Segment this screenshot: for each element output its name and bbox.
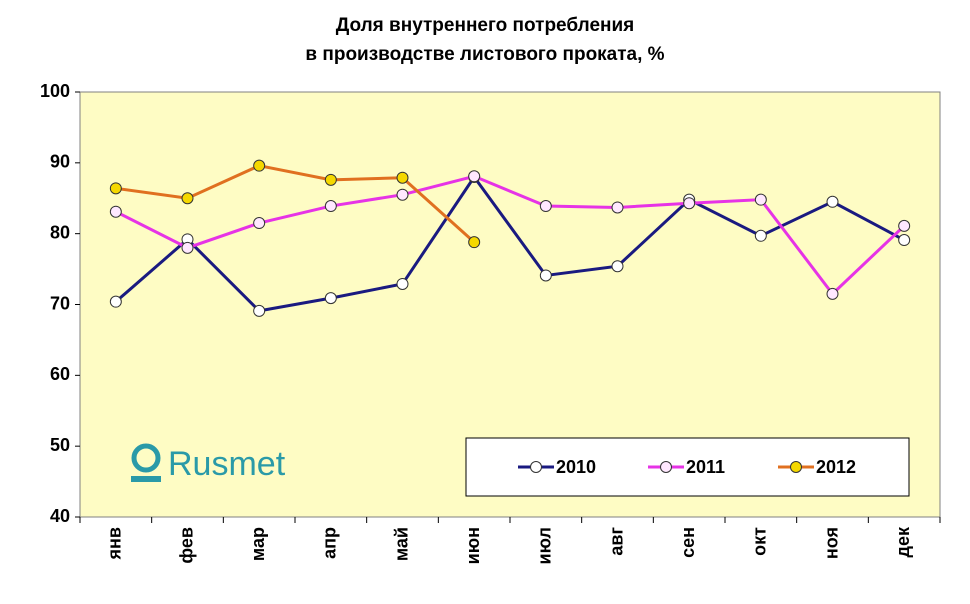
x-tick-label: ноя — [821, 527, 841, 559]
data-point — [324, 200, 337, 213]
x-tick-label: фев — [176, 527, 196, 564]
data-point — [109, 295, 122, 308]
watermark: Rusmet — [168, 445, 286, 483]
data-point — [611, 201, 624, 214]
data-point — [396, 171, 409, 184]
data-point — [396, 188, 409, 201]
chart-title: Доля внутреннего потребления — [336, 15, 635, 36]
y-tick-label: 50 — [50, 435, 70, 455]
series-line — [115, 164, 476, 244]
x-tick-label: сен — [678, 527, 698, 558]
data-point — [611, 260, 624, 273]
data-point — [754, 193, 767, 206]
x-tick-label: мар — [248, 527, 268, 561]
data-point — [253, 217, 266, 230]
y-tick-label: 90 — [50, 152, 70, 172]
data-point — [468, 236, 481, 249]
x-tick-label: июн — [463, 527, 483, 564]
x-tick-label: окт — [750, 527, 770, 556]
data-point — [683, 197, 696, 210]
data-point — [826, 195, 839, 208]
data-point — [539, 269, 552, 282]
logo: Rusmet — [131, 443, 286, 483]
data-point — [468, 170, 481, 183]
data-point — [539, 200, 552, 213]
y-tick-label: 40 — [50, 506, 70, 526]
legend-marker — [530, 461, 542, 473]
data-point — [253, 304, 266, 317]
chart-title: в производстве листового проката, % — [305, 44, 664, 65]
x-tick-label: авг — [606, 527, 626, 556]
data-point — [324, 173, 337, 186]
y-tick-label: 80 — [50, 222, 70, 242]
legend-marker — [660, 461, 672, 473]
x-tick-label: май — [391, 527, 411, 561]
legend-marker — [790, 461, 802, 473]
y-tick-label: 70 — [50, 293, 70, 313]
x-tick-label: апр — [320, 527, 340, 559]
data-point — [109, 205, 122, 218]
data-point — [396, 277, 409, 290]
data-point — [324, 292, 337, 305]
data-point — [826, 287, 839, 300]
x-tick-label: дек — [893, 526, 913, 557]
y-tick-label: 100 — [40, 81, 70, 101]
series-line — [114, 174, 905, 313]
y-tick-label: 60 — [50, 364, 70, 384]
data-point — [253, 159, 266, 172]
data-point — [109, 182, 122, 195]
data-point — [181, 192, 194, 205]
legend-label: 2010 — [556, 457, 596, 477]
data-point — [754, 229, 767, 242]
data-point — [898, 234, 911, 247]
data-point — [181, 241, 194, 254]
data-point — [898, 219, 911, 232]
legend-label: 2012 — [816, 457, 856, 477]
x-tick-label: июл — [535, 527, 555, 564]
series-line — [115, 174, 906, 297]
legend-label: 2011 — [686, 457, 725, 477]
x-tick-label: янв — [105, 527, 125, 560]
